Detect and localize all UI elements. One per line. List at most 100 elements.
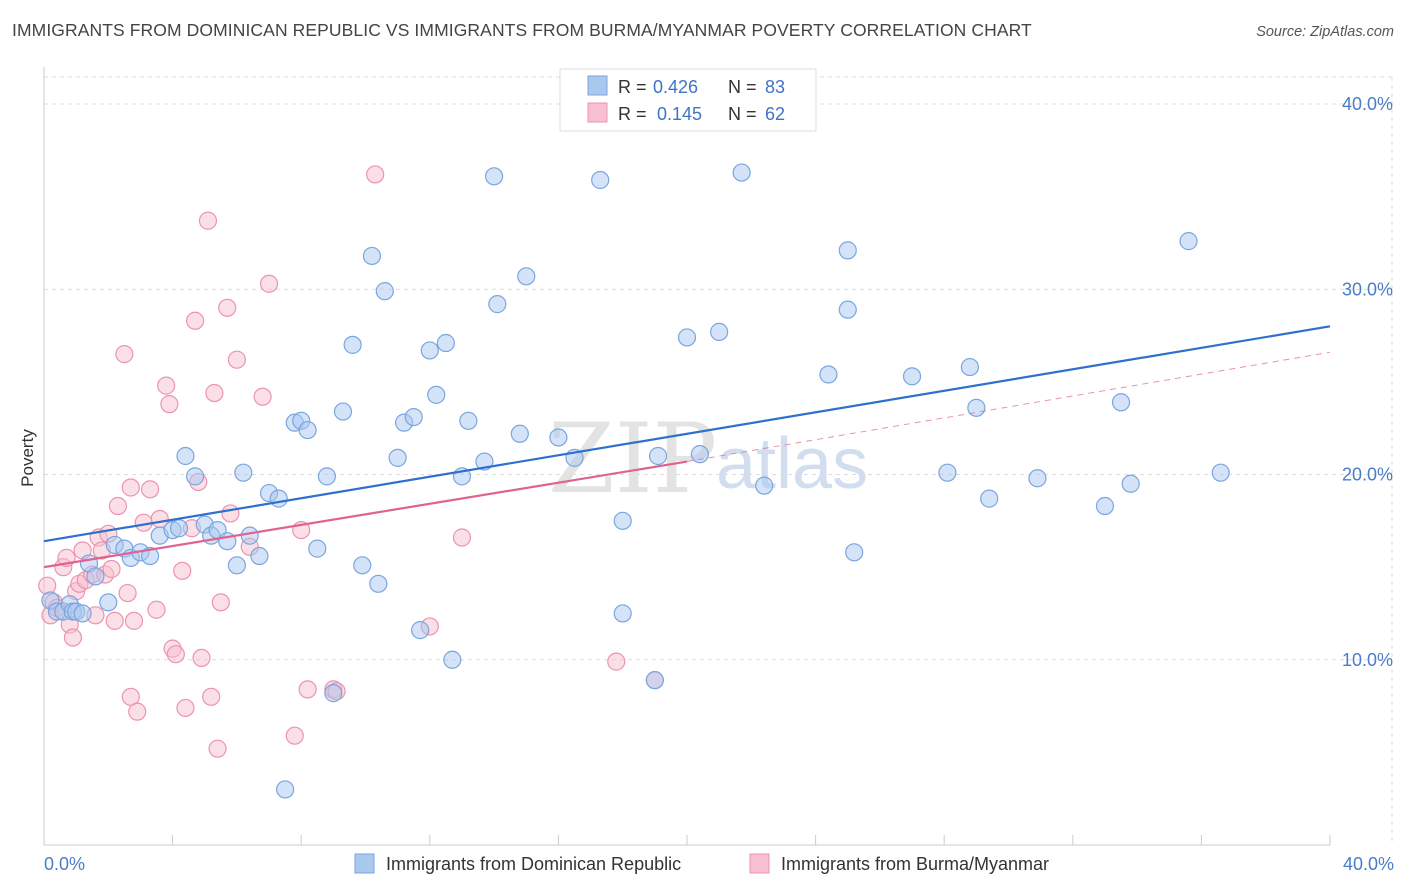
point-dominican — [960, 357, 980, 377]
point-dominican — [845, 543, 864, 562]
point-dominican — [388, 448, 407, 467]
trend-line-dominican — [43, 325, 1331, 543]
point-burma — [121, 478, 140, 497]
stats-r-value-blue: 0.426 — [653, 77, 698, 97]
point-dominican — [645, 671, 664, 690]
point-dominican — [308, 539, 327, 558]
point-dominican — [710, 322, 729, 341]
point-dominican — [938, 463, 957, 482]
legend: Immigrants from Dominican Republic Immig… — [354, 853, 1049, 874]
point-dominican — [1121, 474, 1140, 493]
point-burma — [253, 387, 272, 406]
legend-swatch-dominican — [354, 853, 375, 874]
point-burma — [285, 726, 304, 745]
point-burma — [607, 652, 626, 671]
point-burma — [118, 583, 137, 603]
point-dominican — [420, 341, 439, 360]
point-burma — [259, 274, 279, 293]
point-dominican — [838, 241, 857, 260]
point-burma — [140, 480, 160, 499]
point-dominican — [902, 367, 922, 386]
source-label: Source: ZipAtlas.com — [1256, 24, 1394, 40]
stats-n-label-pink: N = — [728, 104, 757, 124]
point-dominican — [459, 411, 478, 430]
point-dominican — [1179, 232, 1198, 251]
stats-n-value-blue: 83 — [765, 77, 785, 97]
point-dominican — [591, 170, 610, 190]
legend-swatch-burma — [749, 853, 770, 874]
point-burma — [157, 376, 176, 395]
point-dominican — [517, 267, 536, 286]
stats-r-label-blue: R = — [618, 77, 647, 97]
x-tick-label-max: 40.0% — [1343, 854, 1394, 874]
point-dominican — [186, 467, 205, 486]
point-dominican — [324, 684, 343, 703]
point-burma — [208, 739, 227, 758]
point-burma — [211, 593, 230, 612]
point-burma — [166, 645, 185, 664]
point-dominican — [677, 328, 697, 347]
point-dominican — [140, 546, 160, 566]
y-tick-label: 40.0% — [1342, 94, 1393, 114]
point-dominican — [176, 446, 195, 466]
point-burma — [227, 350, 246, 369]
point-dominican — [234, 463, 253, 482]
point-burma — [128, 702, 147, 721]
point-burma — [176, 698, 195, 718]
point-dominican — [1211, 463, 1230, 482]
point-burma — [102, 559, 121, 579]
point-dominican — [333, 402, 353, 421]
point-dominican — [240, 526, 259, 545]
point-dominican — [427, 385, 446, 404]
legend-label-burma: Immigrants from Burma/Myanmar — [781, 854, 1049, 874]
trend-line-burma — [43, 460, 688, 569]
point-dominican — [411, 621, 430, 640]
point-dominican — [99, 593, 118, 612]
point-burma — [218, 298, 237, 317]
point-dominican — [485, 167, 504, 186]
y-tick-label: 20.0% — [1342, 465, 1393, 485]
trend-lines — [43, 325, 1331, 569]
point-dominican — [317, 467, 337, 486]
point-dominican — [549, 428, 568, 447]
point-burma — [160, 395, 179, 414]
point-burma — [366, 165, 385, 184]
axes: 10.0% 20.0% 30.0% 40.0% — [43, 67, 1393, 846]
point-dominican — [1111, 393, 1131, 412]
stats-r-label-pink: R = — [618, 104, 647, 124]
stats-n-label-blue: N = — [728, 77, 757, 97]
point-dominican — [819, 365, 838, 384]
point-burma — [221, 504, 240, 523]
point-burma — [105, 611, 124, 630]
point-dominican — [690, 445, 709, 464]
point-burma — [198, 211, 218, 230]
trend-line-burma-extension — [686, 351, 1331, 463]
point-dominican — [838, 300, 857, 319]
point-dominican — [980, 489, 999, 508]
point-dominican — [755, 476, 774, 495]
point-dominican — [510, 424, 529, 443]
point-dominican — [276, 780, 295, 799]
point-dominican — [375, 282, 394, 301]
stats-n-value-pink: 62 — [765, 104, 785, 124]
point-dominican — [353, 556, 372, 575]
point-dominican — [648, 446, 668, 466]
point-dominican — [488, 295, 507, 314]
stats-swatch-blue — [587, 75, 608, 96]
point-burma — [452, 528, 472, 547]
x-tick-label-min: 0.0% — [44, 854, 85, 874]
stats-swatch-pink — [587, 102, 608, 123]
point-dominican — [369, 574, 388, 593]
point-dominican — [73, 604, 92, 623]
point-dominican — [86, 567, 105, 586]
chart-title: IMMIGRANTS FROM DOMINICAN REPUBLIC VS IM… — [12, 20, 1032, 40]
point-dominican — [1028, 469, 1047, 488]
point-dominican — [269, 489, 288, 508]
point-burma — [186, 311, 205, 330]
point-burma — [192, 648, 211, 668]
stats-r-value-pink: 0.145 — [657, 104, 702, 124]
point-dominican — [169, 519, 189, 538]
point-dominican — [613, 604, 632, 623]
point-dominican — [732, 163, 751, 182]
